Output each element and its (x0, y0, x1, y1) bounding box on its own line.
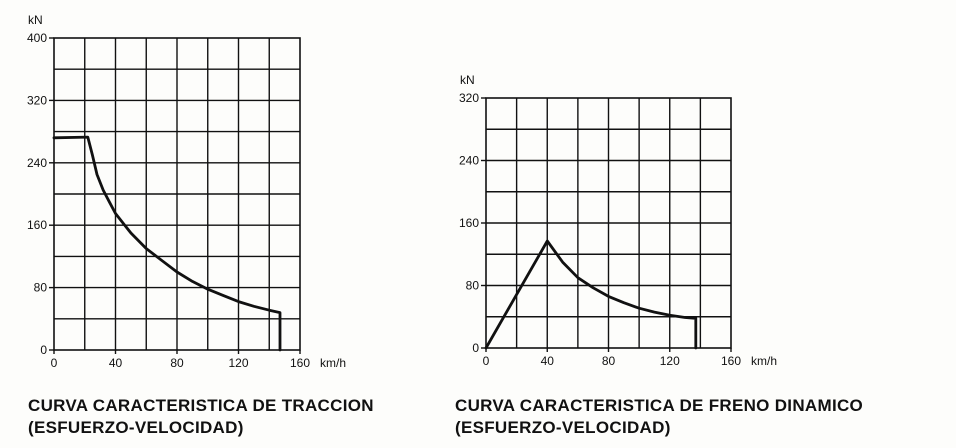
traction-curve (52, 135, 282, 352)
braking-chart: 0 80 160 240 320 0 40 80 120 160 kN km/h (459, 73, 777, 368)
braking-x-tick-label: 0 (483, 354, 490, 368)
traction-x-axis-label: km/h (320, 356, 346, 370)
traction-caption: CURVA CARACTERISTICA DE TRACCION (ESFUER… (28, 395, 374, 439)
braking-x-axis-label: km/h (751, 354, 777, 368)
traction-y-tick-label: 0 (40, 343, 47, 357)
braking-y-tick-label: 240 (459, 154, 479, 168)
traction-x-tick-label: 80 (170, 356, 184, 370)
braking-y-tick-label: 80 (466, 279, 480, 293)
traction-y-tick-label: 400 (27, 31, 47, 45)
traction-caption-title: CURVA CARACTERISTICA DE TRACCION (28, 396, 374, 415)
traction-caption-subtitle: (ESFUERZO-VELOCIDAD) (28, 418, 244, 437)
braking-y-tick-label: 160 (459, 216, 479, 230)
traction-x-tick-label: 0 (51, 356, 58, 370)
braking-curve (484, 239, 698, 350)
traction-y-tick-label: 320 (27, 93, 47, 107)
traction-x-tick-label: 160 (290, 356, 310, 370)
braking-caption-subtitle: (ESFUERZO-VELOCIDAD) (455, 418, 671, 437)
traction-y-tick-label: 160 (27, 218, 47, 232)
traction-x-tick-label: 120 (228, 356, 248, 370)
braking-x-tick-label: 40 (541, 354, 555, 368)
traction-y-tick-label: 240 (27, 156, 47, 170)
braking-x-tick-label: 120 (660, 354, 680, 368)
braking-x-tick-label: 160 (721, 354, 741, 368)
braking-caption-title: CURVA CARACTERISTICA DE FRENO DINAMICO (455, 396, 864, 415)
braking-y-tick-label: 320 (459, 91, 479, 105)
traction-chart: 0 80 160 240 320 400 0 40 80 120 160 kN km/h (27, 13, 346, 370)
braking-y-tick-label: 0 (472, 341, 479, 355)
braking-y-axis-label: kN (460, 73, 475, 87)
braking-caption: CURVA CARACTERISTICA DE FRENO DINAMICO (… (455, 395, 863, 439)
braking-x-tick-label: 80 (602, 354, 616, 368)
traction-y-tick-label: 80 (34, 281, 48, 295)
traction-y-axis-label: kN (28, 13, 43, 27)
traction-x-tick-label: 40 (109, 356, 123, 370)
